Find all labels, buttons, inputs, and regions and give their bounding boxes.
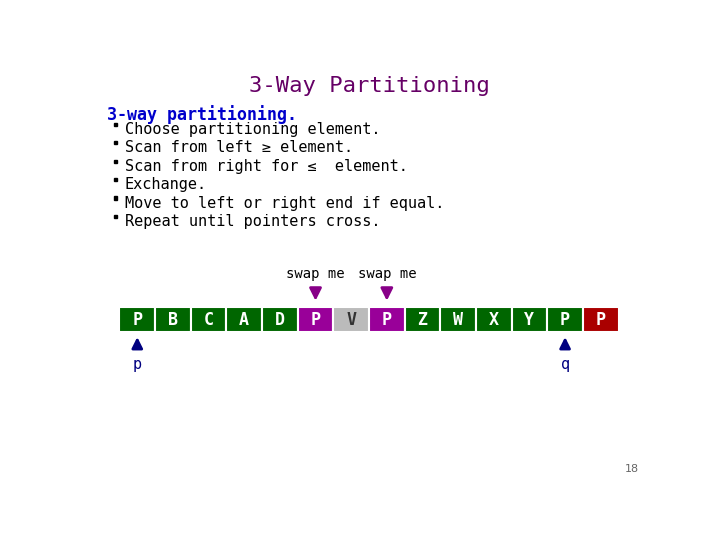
Bar: [114, 159, 117, 163]
Text: 3-way partitioning.: 3-way partitioning.: [107, 105, 297, 124]
Bar: [405, 307, 441, 332]
Text: P: P: [132, 310, 143, 329]
Text: Exchange.: Exchange.: [125, 177, 207, 192]
Text: B: B: [168, 310, 178, 329]
Text: D: D: [275, 310, 285, 329]
Bar: [114, 215, 117, 218]
Bar: [114, 197, 117, 200]
Text: 18: 18: [624, 464, 639, 475]
Text: C: C: [204, 310, 214, 329]
Bar: [262, 307, 297, 332]
Bar: [226, 307, 262, 332]
Text: Move to left or right end if equal.: Move to left or right end if equal.: [125, 195, 444, 211]
Bar: [114, 178, 117, 181]
Bar: [297, 307, 333, 332]
Text: X: X: [489, 310, 499, 329]
Text: swap me: swap me: [287, 267, 345, 281]
Text: Choose partitioning element.: Choose partitioning element.: [125, 122, 380, 137]
Text: P: P: [560, 310, 570, 329]
Text: Scan from left ≥ element.: Scan from left ≥ element.: [125, 140, 353, 156]
Text: V: V: [346, 310, 356, 329]
Text: Scan from right for ≤  element.: Scan from right for ≤ element.: [125, 159, 408, 174]
Text: 3-Way Partitioning: 3-Way Partitioning: [248, 76, 490, 96]
Bar: [441, 307, 476, 332]
Bar: [369, 307, 405, 332]
Text: Repeat until pointers cross.: Repeat until pointers cross.: [125, 214, 380, 229]
Text: P: P: [310, 310, 320, 329]
Text: W: W: [453, 310, 463, 329]
Text: A: A: [239, 310, 249, 329]
Bar: [547, 307, 583, 332]
Text: swap me: swap me: [358, 267, 416, 281]
Text: P: P: [595, 310, 606, 329]
Bar: [476, 307, 512, 332]
Bar: [155, 307, 191, 332]
Bar: [191, 307, 226, 332]
Bar: [114, 123, 117, 126]
Bar: [333, 307, 369, 332]
Bar: [114, 141, 117, 144]
Bar: [120, 307, 155, 332]
Text: q: q: [560, 356, 570, 372]
Text: p: p: [132, 356, 142, 372]
Text: Y: Y: [524, 310, 534, 329]
Bar: [583, 307, 618, 332]
Text: P: P: [382, 310, 392, 329]
Text: Z: Z: [418, 310, 428, 329]
Bar: [512, 307, 547, 332]
